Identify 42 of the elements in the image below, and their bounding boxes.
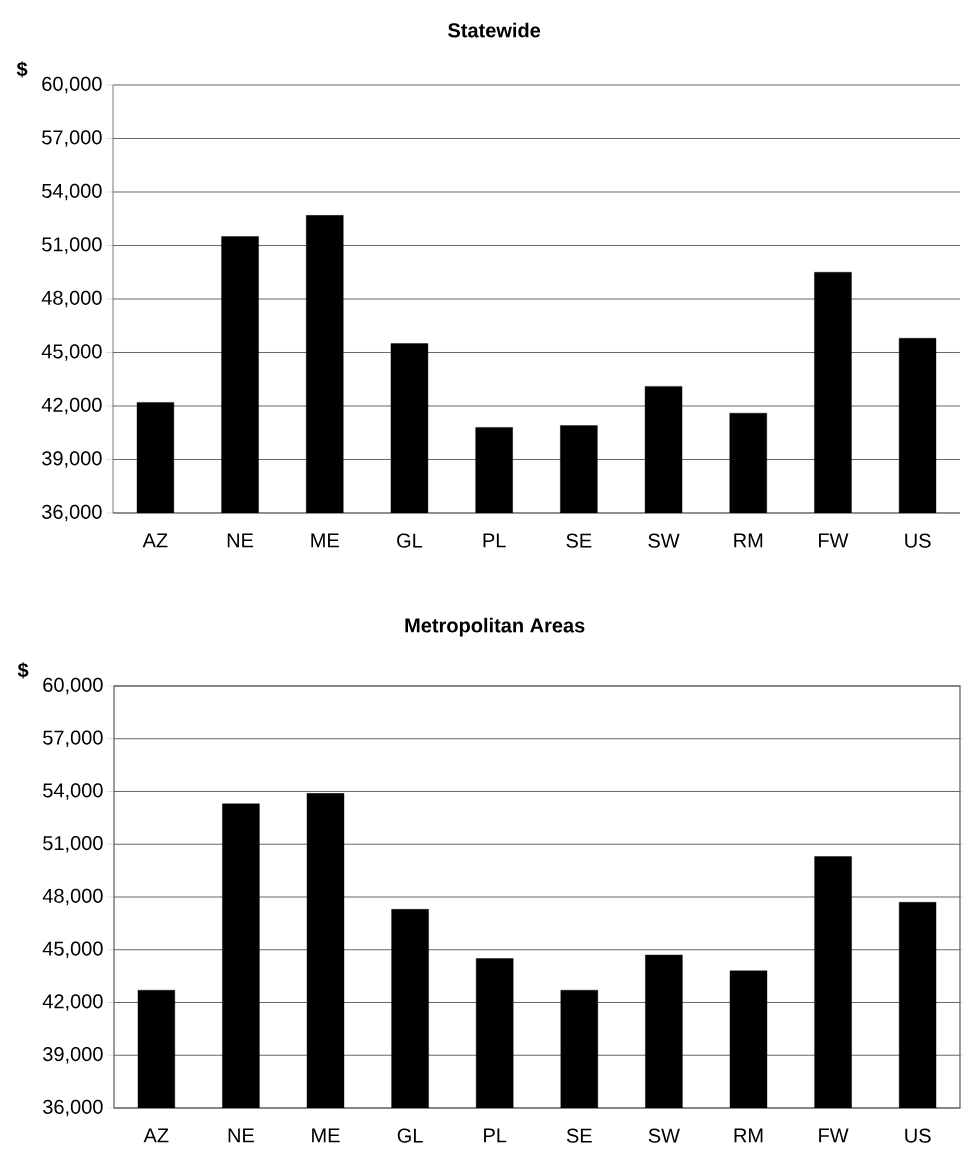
x-tick-label: RM xyxy=(734,533,763,548)
y-tick-label: 39,000 xyxy=(43,1046,103,1064)
x-tick-label: SE xyxy=(566,533,592,548)
y-tick-label: 45,000 xyxy=(41,344,102,361)
x-tick-label: SE xyxy=(566,1128,592,1143)
y-axis-title: $ xyxy=(17,662,29,679)
y-tick-label: 45,000 xyxy=(42,941,103,958)
y-tick-label: 60,000 xyxy=(43,677,103,695)
x-tick-label: GL xyxy=(397,533,423,548)
x-tick-label: US xyxy=(905,1128,931,1143)
y-tick-label: 51,000 xyxy=(42,237,102,254)
y-tick-label: 48,000 xyxy=(41,290,102,308)
y-tick-label: 36,000 xyxy=(43,1099,103,1117)
y-tick-label: 54,000 xyxy=(42,183,102,201)
x-tick-label: NE xyxy=(227,533,254,548)
chart-title: Metropolitan Areas xyxy=(405,617,585,637)
y-tick-label: 48,000 xyxy=(42,888,103,906)
x-tick-label: SW xyxy=(648,533,680,548)
chart-title: Statewide xyxy=(448,22,541,38)
x-tick-label: ME xyxy=(312,1128,340,1143)
y-tick-label: 42,000 xyxy=(42,994,103,1011)
x-tick-label: SW xyxy=(648,1128,680,1143)
x-tick-label: AZ xyxy=(143,1128,169,1143)
y-axis-title: $ xyxy=(16,61,28,78)
x-tick-label: ME xyxy=(311,533,339,548)
y-tick-label: 57,000 xyxy=(42,130,102,147)
y-tick-label: 39,000 xyxy=(42,451,102,468)
x-tick-label: US xyxy=(905,533,931,548)
x-tick-label: NE xyxy=(228,1128,254,1143)
x-tick-label: RM xyxy=(734,1128,763,1143)
x-tick-label: PL xyxy=(484,1128,507,1143)
y-tick-label: 57,000 xyxy=(43,730,103,747)
y-tick-label: 36,000 xyxy=(42,504,102,522)
y-tick-label: 51,000 xyxy=(43,835,103,853)
x-tick-label: FW xyxy=(819,1128,849,1143)
y-tick-label: 60,000 xyxy=(42,76,102,94)
x-tick-label: AZ xyxy=(142,533,168,548)
y-tick-label: 42,000 xyxy=(41,397,102,415)
x-tick-label: PL xyxy=(483,533,506,548)
y-tick-label: 54,000 xyxy=(43,783,103,800)
x-tick-label: FW xyxy=(819,533,849,548)
x-tick-label: GL xyxy=(397,1128,423,1143)
